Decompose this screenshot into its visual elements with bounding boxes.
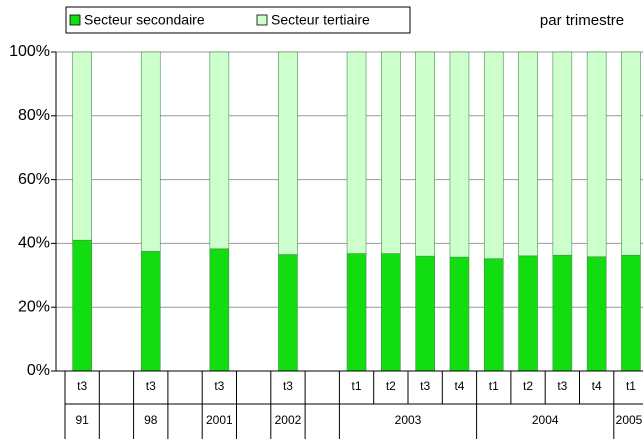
bar-segment [415, 51, 435, 257]
bar-segment [552, 254, 573, 372]
bar-segment [621, 254, 641, 372]
year-label: 91 [75, 413, 89, 427]
bar-segment [278, 254, 298, 372]
bar-segment [346, 51, 367, 254]
legend-label: Secteur secondaire [84, 12, 205, 28]
bar-segment [209, 51, 230, 250]
bar-segment [586, 51, 607, 258]
bar-segment [346, 253, 367, 372]
bar-segment [518, 51, 538, 257]
bar-segment [586, 256, 607, 372]
x-tick-label: t3 [77, 379, 87, 393]
year-label: 2001 [206, 413, 233, 427]
year-label: 2005 [616, 413, 643, 427]
bar-segment [72, 51, 92, 241]
x-tick-label: t1 [352, 379, 362, 393]
x-tick-label: t3 [557, 379, 567, 393]
bar-segment [140, 51, 161, 252]
year-label: 2002 [275, 413, 302, 427]
legend-swatch [69, 14, 81, 26]
bar-segment [552, 51, 573, 256]
legend-label: Secteur tertiaire [271, 12, 370, 28]
x-tick-label: t4 [454, 379, 464, 393]
bar-segment [483, 258, 504, 372]
x-tick-label: t2 [523, 379, 533, 393]
y-tick-label: 0% [27, 362, 50, 379]
x-tick-label: t3 [214, 379, 224, 393]
x-tick-label: t2 [386, 379, 396, 393]
bar-segment [381, 253, 401, 372]
chart-subtitle: par trimestre [540, 12, 624, 29]
y-tick-label: 40% [18, 235, 50, 252]
bar-segment [449, 51, 470, 258]
x-tick-label: t1 [626, 379, 636, 393]
year-label: 98 [144, 413, 158, 427]
bar-segment [483, 51, 504, 260]
y-tick-label: 20% [18, 298, 50, 315]
x-tick-label: t4 [592, 379, 602, 393]
y-tick-label: 80% [18, 107, 50, 124]
x-tick-label: t3 [146, 379, 156, 393]
year-label: 2004 [532, 413, 559, 427]
x-tick-label: t3 [420, 379, 430, 393]
legend-swatch [256, 14, 268, 26]
bar-segment [209, 248, 230, 372]
bar-segment [415, 255, 435, 372]
y-tick-label: 100% [9, 43, 50, 60]
x-tick-label: t3 [283, 379, 293, 393]
y-tick-label: 60% [18, 171, 50, 188]
bar-segment [449, 256, 470, 372]
bar-segment [518, 255, 538, 372]
bar-segment [140, 251, 161, 372]
bar-segment [278, 51, 298, 255]
bar-segment [72, 239, 92, 372]
bar-segment [381, 51, 401, 254]
x-tick-label: t1 [489, 379, 499, 393]
bar-segment [621, 51, 641, 256]
legend-box [65, 6, 411, 34]
year-label: 2003 [395, 413, 422, 427]
